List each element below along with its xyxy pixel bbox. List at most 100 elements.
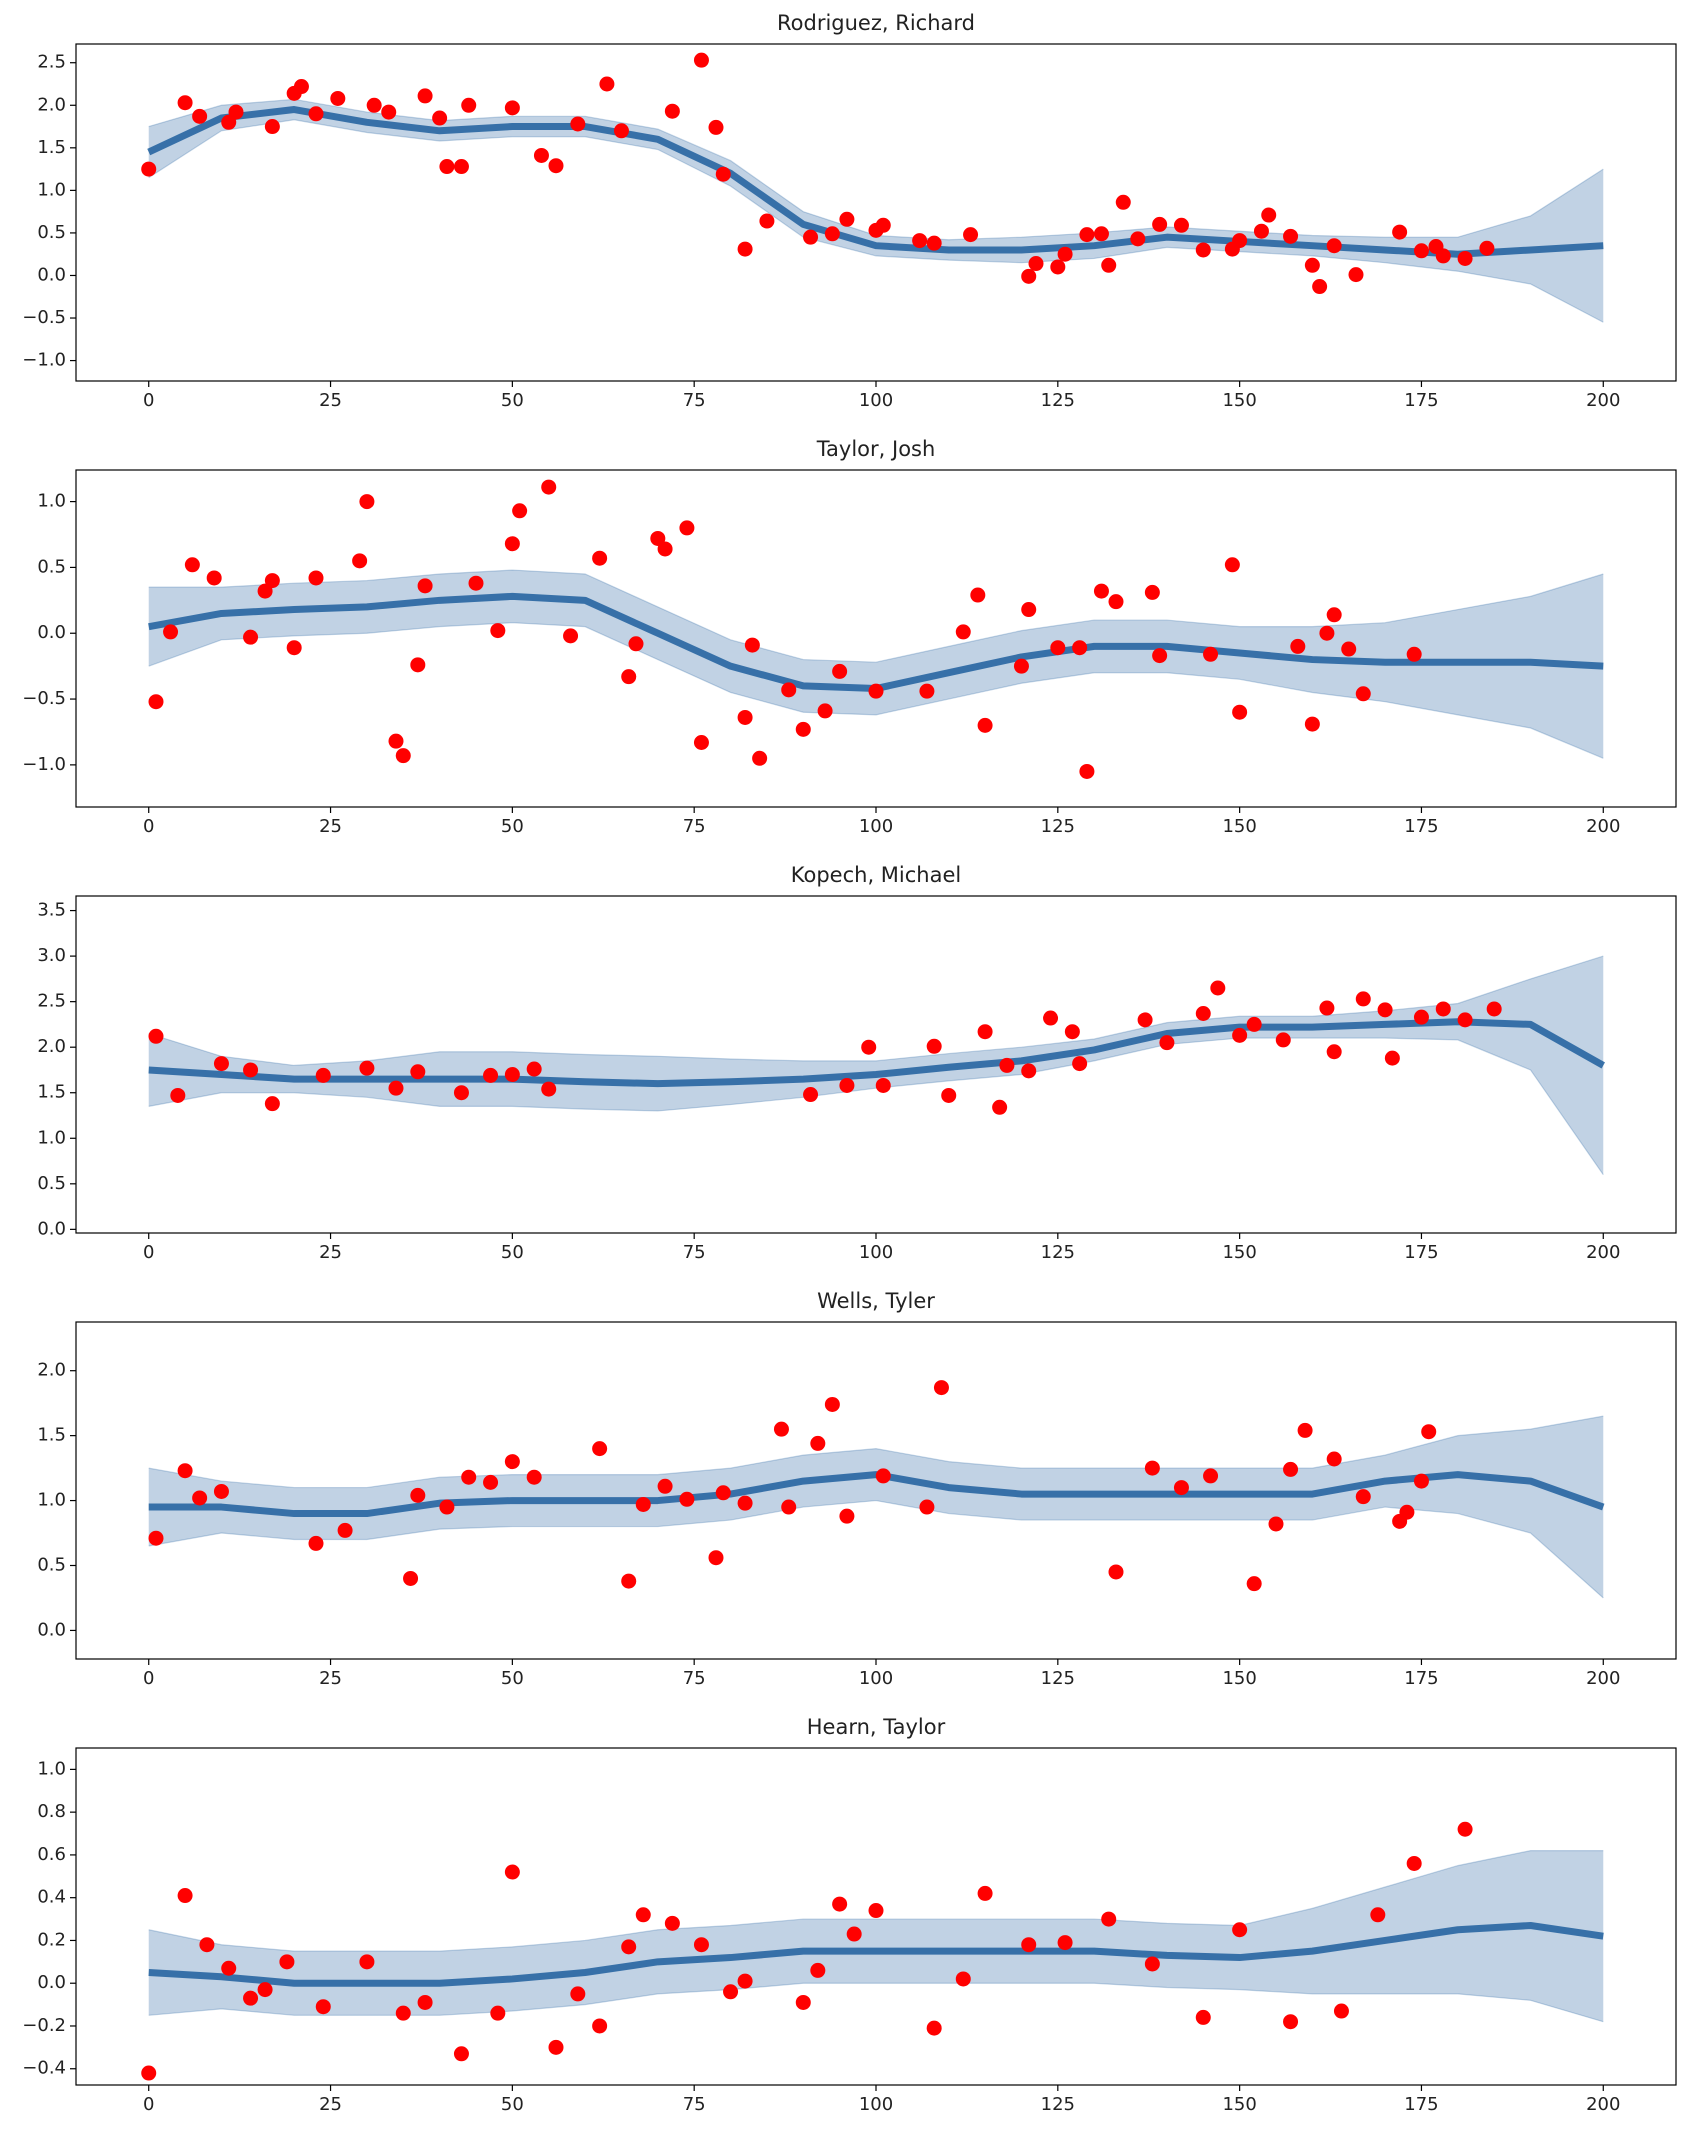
data-point [1246,1016,1262,1032]
band-edge [148,119,1604,323]
data-point [432,110,448,126]
data-point [570,116,586,132]
data-point [308,1535,324,1551]
data-point [621,669,637,685]
data-point [359,1954,375,1970]
data-point [337,1522,353,1538]
data-point [1130,231,1146,247]
data-point [621,1573,637,1589]
data-point [1304,716,1320,732]
plot-area [148,955,1605,1176]
y-tick-label: 1.5 [37,1425,66,1446]
data-point [308,106,324,122]
x-tick-label: 100 [859,816,893,837]
data-point [395,2005,411,2021]
plot-area [148,479,1604,779]
x-tick-label: 125 [1041,2094,1075,2115]
data-point [1413,243,1429,259]
data-point [1064,1024,1080,1040]
data-point [1232,1922,1248,1938]
uncertainty-band [148,1850,1604,2022]
data-point [693,734,709,750]
data-point [1399,1504,1415,1520]
data-point [868,1903,884,1919]
data-point [206,570,222,586]
data-point [621,1939,637,1955]
data-point [192,1490,208,1506]
data-point [919,1499,935,1515]
data-point [839,1077,855,1093]
band-edge [148,1850,1604,1952]
data-point [1304,257,1320,273]
data-point [810,1435,826,1451]
subplot-title: Hearn, Taylor [807,1715,946,1739]
x-tick-label: 50 [501,1242,524,1263]
data-point [1072,1056,1088,1072]
data-point [1355,686,1371,702]
data-point [868,683,884,699]
plot-area [141,52,1604,323]
data-point [977,1024,993,1040]
data-point [1159,1035,1175,1051]
data-point [1144,1956,1160,1972]
data-point [650,530,666,546]
y-tick-label: 0.0 [37,1218,66,1239]
y-tick-label: −0.5 [22,688,66,709]
x-tick-label: 150 [1222,816,1256,837]
x-tick-label: 125 [1041,1668,1075,1689]
x-tick-label: 0 [143,1668,154,1689]
y-tick-label: −0.4 [22,2058,66,2079]
x-tick-label: 200 [1586,390,1620,411]
data-point [926,2020,942,2036]
data-point [548,2039,564,2055]
data-point [264,1096,280,1112]
data-point [199,1937,215,1953]
data-point [817,703,833,719]
data-point [184,557,200,573]
x-tick-label: 25 [319,390,342,411]
data-point [1057,246,1073,262]
data-point [504,536,520,552]
x-tick-label: 175 [1404,2094,1438,2115]
plot-area [141,1821,1604,2081]
data-point [1384,1050,1400,1066]
y-tick-label: 0.0 [37,1619,66,1640]
x-tick-label: 0 [143,390,154,411]
data-point [708,119,724,135]
data-point [1173,217,1189,233]
y-tick-label: 0.5 [37,556,66,577]
data-point [359,1060,375,1076]
data-point [795,721,811,737]
x-tick-label: 150 [1222,2094,1256,2115]
y-tick-label: 3.0 [37,945,66,966]
data-point [453,1085,469,1101]
y-tick-label: −0.2 [22,2015,66,2036]
data-point [243,1062,259,1078]
data-point [1326,607,1342,623]
data-point [875,1468,891,1484]
data-point [1072,640,1088,656]
data-point [366,97,382,113]
data-point [861,1039,877,1055]
data-point [664,103,680,119]
data-point [359,494,375,510]
data-point [1144,1460,1160,1476]
data-point [970,587,986,603]
data-point [264,573,280,589]
data-point [1152,216,1168,232]
data-point [1152,648,1168,664]
data-point [243,629,259,645]
data-point [504,100,520,116]
data-point [410,657,426,673]
y-tick-label: 0.5 [37,1173,66,1194]
data-point [512,503,528,519]
x-tick-label: 200 [1586,1668,1620,1689]
data-point [417,88,433,104]
data-point [926,235,942,251]
y-tick-label: 0.4 [37,1887,66,1908]
data-point [177,95,193,111]
data-point [1479,240,1495,256]
band-edge [148,1415,1604,1489]
x-tick-label: 50 [501,390,524,411]
data-point [1268,1516,1284,1532]
